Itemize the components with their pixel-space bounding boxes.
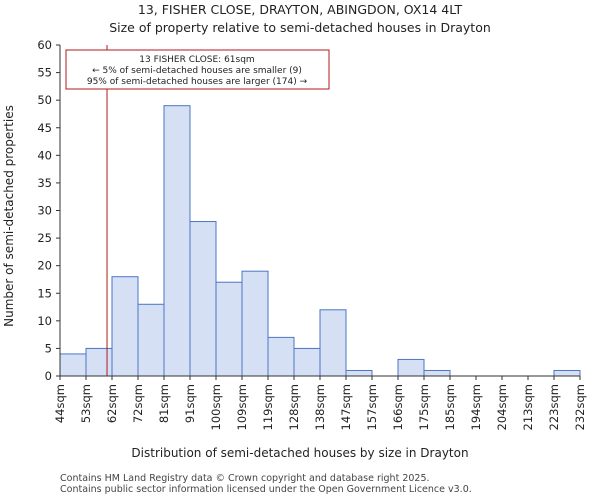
annotation-box: 13 FISHER CLOSE: 61sqm ← 5% of semi-deta… — [65, 49, 330, 90]
annotation-line-3: 95% of semi-detached houses are larger (… — [87, 77, 308, 87]
x-tick-label: 157sqm — [365, 384, 379, 430]
x-tick-label: 119sqm — [261, 384, 275, 430]
x-tick-label: 194sqm — [469, 384, 483, 430]
bar-119sqm — [267, 336, 295, 377]
x-tick-label: 175sqm — [417, 384, 431, 430]
y-tick-label: 50 — [37, 93, 52, 107]
y-tick-label: 60 — [37, 38, 52, 52]
footer-line-2: Contains public sector information licen… — [60, 484, 472, 495]
y-tick-label: 40 — [37, 148, 52, 162]
bar-62sqm — [111, 276, 139, 377]
x-tick-label: 232sqm — [573, 384, 587, 430]
x-tick-label: 81sqm — [157, 384, 171, 423]
y-tick-label: 0 — [45, 369, 52, 383]
bar-44sqm — [59, 353, 87, 377]
bar-109sqm — [241, 270, 269, 377]
bar-138sqm — [319, 309, 347, 377]
x-tick-label: 223sqm — [547, 384, 561, 430]
x-tick-label: 128sqm — [287, 384, 301, 430]
bar-100sqm — [215, 281, 243, 377]
y-tick-label: 20 — [37, 259, 52, 273]
bar-53sqm — [85, 347, 113, 377]
bar-223sqm — [553, 369, 581, 377]
y-axis-ticks: 0 5 10 15 20 25 30 35 40 45 50 55 60 — [37, 38, 60, 383]
y-tick-label: 10 — [37, 314, 52, 328]
bar-72sqm — [137, 303, 165, 377]
x-tick-label: 185sqm — [443, 384, 457, 430]
x-tick-label: 53sqm — [79, 384, 93, 423]
x-tick-label: 109sqm — [235, 384, 249, 430]
histogram-chart: 13, FISHER CLOSE, DRAYTON, ABINGDON, OX1… — [2, 2, 587, 460]
annotation-frame — [65, 49, 330, 90]
bar-175sqm — [423, 369, 451, 377]
annotation-line-1: 13 FISHER CLOSE: 61sqm — [139, 55, 254, 65]
x-axis-label: Distribution of semi-detached houses by … — [131, 446, 468, 460]
x-tick-label: 204sqm — [495, 384, 509, 430]
x-tick-label: 147sqm — [339, 384, 353, 430]
y-tick-label: 35 — [37, 176, 52, 190]
bars-group — [59, 105, 581, 377]
x-tick-label: 138sqm — [313, 384, 327, 430]
chart-subtitle: Size of property relative to semi-detach… — [109, 20, 491, 35]
x-tick-label: 72sqm — [131, 384, 145, 423]
y-tick-label: 25 — [37, 231, 52, 245]
y-tick-label: 30 — [37, 204, 52, 218]
x-tick-label: 213sqm — [521, 384, 535, 430]
y-tick-label: 55 — [37, 66, 52, 80]
x-tick-label: 100sqm — [209, 384, 223, 430]
y-tick-label: 5 — [45, 341, 52, 355]
bar-128sqm — [293, 347, 321, 377]
bar-166sqm — [397, 358, 425, 377]
bar-81sqm — [163, 105, 191, 377]
chart-title: 13, FISHER CLOSE, DRAYTON, ABINGDON, OX1… — [138, 2, 463, 17]
x-tick-label: 44sqm — [53, 384, 67, 423]
x-tick-label: 166sqm — [391, 384, 405, 430]
bar-91sqm — [189, 221, 217, 377]
annotation-line-2: ← 5% of semi-detached houses are smaller… — [92, 66, 302, 76]
x-tick-label: 62sqm — [105, 384, 119, 423]
x-axis-ticks: 44sqm 53sqm 62sqm 72sqm 81sqm 91sqm 100sqm 109s… — [53, 376, 587, 430]
y-tick-label: 15 — [37, 286, 52, 300]
y-tick-label: 45 — [37, 121, 52, 135]
x-tick-label: 91sqm — [183, 384, 197, 423]
bar-147sqm — [345, 369, 373, 377]
footer-line-1: Contains HM Land Registry data © Crown c… — [60, 473, 430, 484]
y-axis-label: Number of semi-detached properties — [2, 105, 16, 327]
